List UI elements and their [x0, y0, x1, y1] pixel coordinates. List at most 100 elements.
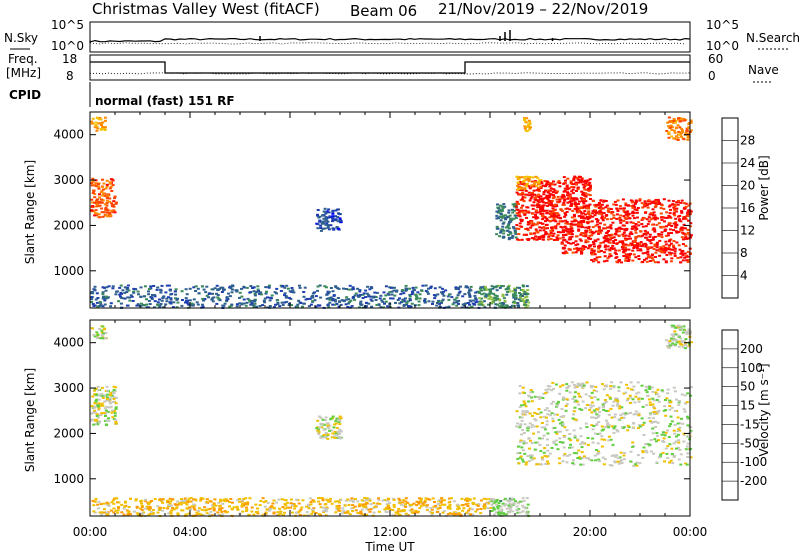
heatmap-cell	[578, 176, 582, 178]
heatmap-cell	[652, 248, 656, 250]
heatmap-cell	[368, 510, 372, 513]
heatmap-cell	[351, 499, 355, 502]
heatmap-cell	[565, 185, 569, 188]
heatmap-cell	[617, 234, 621, 237]
heatmap-cell	[596, 453, 600, 456]
heatmap-cell	[403, 300, 407, 303]
heatmap-cell	[341, 512, 344, 515]
heatmap-cell	[662, 249, 666, 252]
heatmap-cell	[515, 509, 519, 512]
heatmap-cell	[525, 211, 529, 214]
heatmap-cell	[318, 503, 322, 506]
heatmap-cell	[523, 213, 527, 216]
heatmap-cell	[615, 260, 619, 263]
heatmap-cell	[555, 402, 559, 405]
colorbar-tick-label: 24	[740, 156, 755, 170]
heatmap-cell	[575, 452, 579, 455]
heatmap-cell	[521, 191, 525, 194]
heatmap-cell	[662, 198, 666, 201]
heatmap-cell	[412, 502, 416, 505]
heatmap-cell	[663, 216, 667, 219]
heatmap-cell	[252, 286, 256, 289]
heatmap-cell	[518, 406, 522, 408]
heatmap-cell	[339, 221, 343, 224]
heatmap-cell	[253, 294, 257, 297]
heatmap-cell	[432, 505, 436, 508]
heatmap-cell	[333, 430, 337, 433]
heatmap-cell	[564, 179, 567, 182]
heatmap-cell	[632, 465, 636, 467]
heatmap-cell	[651, 259, 655, 262]
heatmap-cell	[599, 199, 603, 202]
heatmap-cell	[329, 418, 333, 421]
heatmap-cell	[567, 242, 571, 244]
heatmap-cell	[516, 286, 519, 289]
heatmap-cell	[145, 505, 149, 508]
heatmap-cell	[507, 209, 511, 212]
heatmap-cell	[677, 231, 681, 233]
heatmap-cell	[545, 212, 549, 215]
heatmap-cell	[603, 216, 606, 219]
heatmap-cell	[175, 506, 179, 509]
heatmap-cell	[588, 408, 592, 411]
heatmap-cell	[624, 412, 628, 415]
heatmap-cell	[324, 416, 328, 419]
heatmap-cell	[95, 413, 99, 416]
heatmap-cell	[140, 302, 143, 305]
heatmap-cell	[171, 507, 175, 509]
heatmap-cell	[666, 456, 670, 459]
heatmap-cell	[336, 227, 340, 230]
heatmap-cell	[266, 296, 269, 299]
heatmap-cell	[285, 506, 289, 509]
heatmap-cell	[220, 291, 224, 293]
heatmap-cell	[556, 195, 560, 198]
heatmap-cell	[595, 230, 599, 233]
heatmap-cell	[532, 216, 536, 219]
heatmap-cell	[517, 213, 521, 216]
heatmap-cell	[144, 500, 148, 503]
heatmap-cell	[551, 212, 554, 215]
heatmap-cell	[525, 512, 529, 515]
heatmap-cell	[615, 217, 619, 220]
heatmap-cell	[467, 291, 471, 294]
heatmap-cell	[537, 201, 541, 204]
heatmap-cell	[559, 231, 563, 234]
heatmap-cell	[619, 214, 623, 217]
heatmap-cell	[106, 513, 110, 516]
heatmap-cell	[687, 328, 691, 331]
heatmap-cell	[218, 504, 222, 507]
heatmap-cell	[657, 233, 661, 235]
heatmap-cell	[560, 421, 564, 424]
heatmap-cell	[404, 284, 408, 287]
heatmap-cell	[192, 503, 196, 506]
heatmap-cell	[329, 224, 333, 227]
heatmap-cell	[675, 398, 678, 401]
heatmap-cell	[520, 238, 524, 241]
heatmap-cell	[527, 194, 531, 197]
heatmap-cell	[381, 300, 385, 303]
heatmap-cell	[581, 212, 585, 215]
heatmap-cell	[668, 215, 672, 218]
heatmap-cell	[275, 287, 279, 290]
heatmap-cell	[653, 218, 657, 221]
heatmap-cell	[145, 303, 149, 306]
heatmap-cell	[495, 499, 499, 502]
heatmap-cell	[562, 201, 566, 204]
heatmap-cell	[190, 302, 194, 305]
heatmap-cell	[120, 296, 123, 299]
heatmap-cell	[495, 289, 499, 292]
heatmap-cell	[679, 229, 683, 232]
heatmap-cell	[610, 454, 614, 457]
heatmap-cell	[365, 499, 369, 501]
heatmap-cell	[169, 293, 173, 296]
heatmap-cell	[528, 126, 532, 129]
heatmap-cell	[136, 290, 140, 293]
heatmap-cell	[545, 438, 549, 441]
heatmap-cell	[114, 418, 118, 421]
heatmap-cell	[637, 224, 641, 227]
heatmap-cell	[625, 221, 629, 224]
heatmap-cell	[602, 236, 606, 239]
heatmap-cell	[679, 453, 683, 456]
heatmap-cell	[597, 460, 601, 463]
heatmap-cell	[521, 285, 525, 288]
